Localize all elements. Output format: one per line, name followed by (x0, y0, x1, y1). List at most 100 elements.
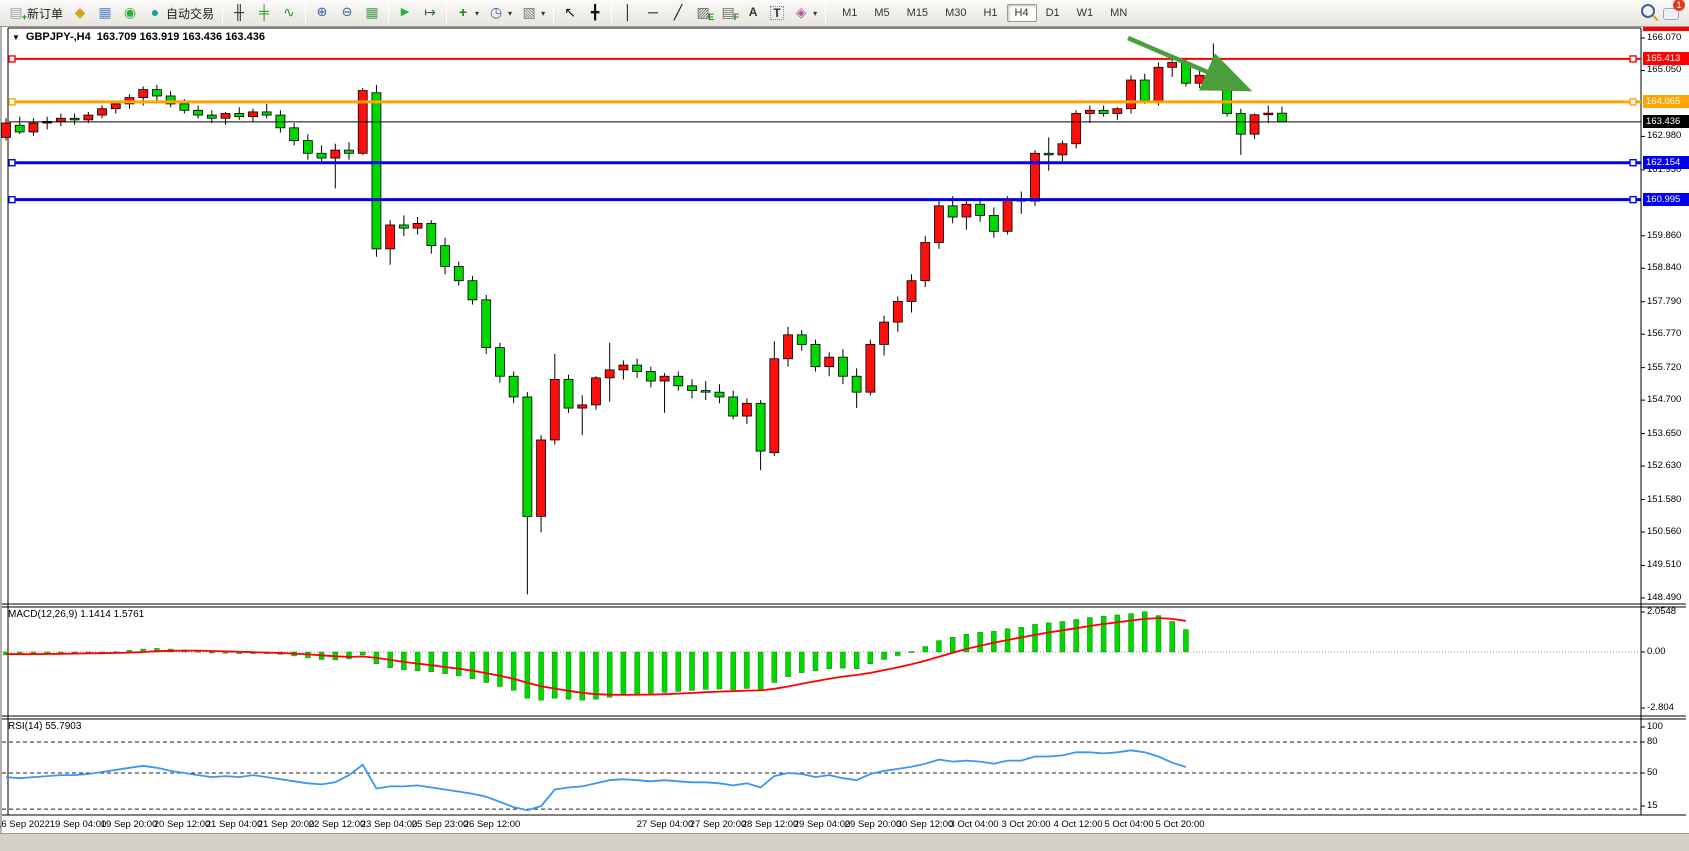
template-icon: ▧ (522, 4, 536, 20)
line-handle[interactable] (8, 159, 16, 167)
rsi-indicator-label: RSI(14) 55.7903 (8, 721, 81, 732)
vline-icon: │ (623, 4, 633, 20)
timeframe-d1-button[interactable]: D1 (1045, 7, 1060, 19)
autotrading-button[interactable]: ● 自动交易 (143, 2, 218, 24)
candlestick-series (1, 43, 1287, 595)
cursor-icon: ↖ (564, 4, 576, 20)
toolbar-separator (305, 3, 307, 23)
object-cube-button[interactable]: ◆ (68, 2, 92, 24)
globe-icon: ● (150, 4, 160, 20)
open-chart-button[interactable]: ▦ (93, 2, 117, 24)
timeframe-m5-button[interactable]: M5 (874, 7, 890, 19)
zoom-out-button[interactable]: ⊖ (335, 2, 359, 24)
text-label-button[interactable]: T (766, 2, 788, 24)
price-tick-label: 152.630 (1647, 460, 1682, 472)
equidistant-channel-button[interactable]: ▨ E (691, 2, 715, 24)
time-axis-label: 21 Sep 20:00 (257, 819, 315, 830)
chart-shift-icon: ↦ (424, 4, 436, 20)
chevron-down-icon: ▾ (508, 8, 513, 18)
fibonacci-button[interactable]: ▤ F (716, 2, 740, 24)
new-order-icon-overlay: + (21, 12, 27, 22)
time-axis-label: 4 Oct 12:00 (1053, 819, 1103, 830)
zoom-in-button[interactable]: ⊕ (310, 2, 334, 24)
notifications-button[interactable]: 1 (1663, 0, 1685, 20)
time-axis-label: 29 Sep 04:00 (793, 819, 851, 830)
timeframe-h1-button[interactable]: H1 (983, 7, 998, 19)
price-badge-165.413: 165.413 (1643, 52, 1689, 66)
line-handle[interactable] (1629, 55, 1637, 63)
toolbar-separator (553, 3, 555, 23)
price-tick-label: 153.650 (1647, 427, 1682, 439)
trend-arrow-annotation[interactable] (1127, 35, 1253, 92)
timeframe-m15-button[interactable]: M15 (906, 7, 929, 19)
vertical-line-button[interactable]: │ (616, 2, 640, 24)
timeframe-m1-button[interactable]: M1 (842, 7, 858, 19)
price-badge-163.436: 163.436 (1643, 115, 1689, 129)
timeframe-mn-button[interactable]: MN (1110, 7, 1128, 19)
line-handle[interactable] (8, 195, 16, 204)
periods-button[interactable]: ◷ ▾ (484, 2, 516, 24)
cursor-button[interactable]: ↖ (558, 2, 582, 24)
crosshair-button[interactable]: ╋ (583, 2, 607, 24)
fibonacci-icon: ▤ F (721, 4, 740, 22)
tile-windows-button[interactable]: ▦ (360, 2, 384, 24)
chart-shift-button[interactable]: ↦ (418, 2, 442, 24)
bar-chart-button[interactable]: ╫ (227, 2, 251, 24)
indicator-plus-icon: + (458, 4, 468, 20)
zoom-out-icon: ⊖ (341, 4, 353, 19)
trendline-icon: ╱ (673, 4, 683, 20)
text-button[interactable]: A (741, 2, 765, 24)
price-tick-label: 165.050 (1647, 64, 1682, 76)
bar-chart-icon: ╫ (234, 4, 244, 20)
macd-indicator-label: MACD(12,26,9) 1.1414 1.5761 (8, 609, 144, 620)
search-icon[interactable] (1641, 4, 1655, 18)
cube-icon: ◆ (74, 4, 86, 20)
arrows-icon: ◈ (795, 4, 807, 20)
timeframe-w1-button[interactable]: W1 (1076, 7, 1094, 19)
trendline-button[interactable]: ╱ (666, 2, 690, 24)
price-badge-160.995: 160.995 (1643, 193, 1689, 207)
time-axis-label: 25 Sep 23:00 (411, 819, 469, 830)
time-axis-label: 30 Sep 12:00 (896, 819, 954, 830)
chevron-down-icon: ▾ (813, 8, 818, 18)
auto-scroll-icon: ▶ (400, 6, 410, 18)
rsi-axis-label: 15 (1647, 800, 1658, 811)
chevron-down-icon: ▾ (541, 8, 546, 18)
panel-frame-lines (2, 27, 1686, 816)
horizontal-line-button[interactable]: ─ (641, 2, 665, 24)
timeframe-h4-button[interactable]: H4 (1006, 4, 1037, 22)
price-tick-label: 156.770 (1647, 328, 1682, 340)
time-axis-label: 29 Sep 20:00 (844, 819, 902, 830)
indicators-button[interactable]: + ▾ (451, 2, 483, 24)
line-handle[interactable] (1629, 98, 1637, 106)
arrows-button[interactable]: ◈ ▾ (789, 2, 821, 24)
time-axis-label: 26 Sep 12:00 (463, 819, 521, 830)
line-handle[interactable] (8, 98, 16, 106)
auto-scroll-button[interactable]: ▶ (393, 2, 417, 24)
signals-button[interactable]: ◉ (118, 2, 142, 24)
price-tick-label: 148.490 (1647, 591, 1682, 603)
new-order-button[interactable]: ▤ + 新订单 (4, 2, 67, 24)
channel-icon-overlay: E (708, 12, 715, 22)
time-axis-label: 28 Sep 12:00 (741, 819, 799, 830)
line-handle[interactable] (8, 55, 16, 63)
candlestick-chart-button[interactable]: ╪ (252, 2, 276, 24)
window-bottom-edge (0, 833, 1689, 851)
price-tick-label: 157.790 (1647, 295, 1682, 307)
candle-chart-icon: ╪ (259, 4, 269, 20)
time-axis-label: 5 Oct 04:00 (1104, 819, 1154, 830)
line-handle[interactable] (1629, 195, 1637, 204)
timeframe-m30-button[interactable]: M30 (945, 7, 967, 19)
price-tick-label: 159.860 (1647, 229, 1682, 241)
templates-button[interactable]: ▧ ▾ (517, 2, 549, 24)
macd-axis-label: -2.804 (1647, 702, 1674, 713)
macd-axis-label: 0.00 (1647, 646, 1666, 657)
tile-windows-icon: ▦ (365, 4, 379, 20)
time-axis-label: 20 Sep 12:00 (153, 819, 211, 830)
line-handle[interactable] (1629, 159, 1637, 167)
chat-bubble-icon (1663, 8, 1679, 20)
line-chart-button[interactable]: ∿ (277, 2, 301, 24)
one-click-trading-toggle-icon[interactable]: ▼ (12, 32, 20, 42)
